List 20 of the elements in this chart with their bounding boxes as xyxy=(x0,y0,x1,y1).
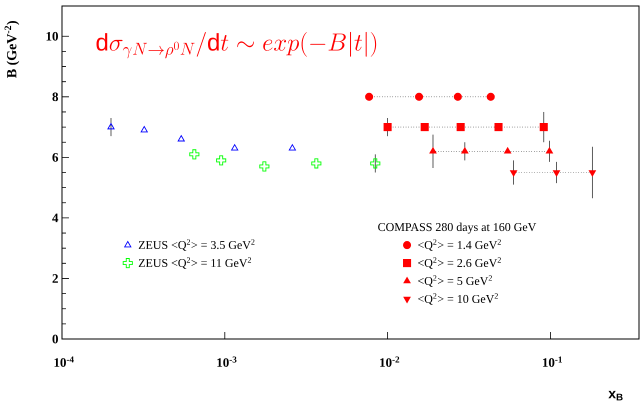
y-tick-label: 8 xyxy=(52,92,58,102)
y-tick-label: 2 xyxy=(52,274,58,283)
x-tick-label: 10$^{-1}$ xyxy=(542,356,562,367)
y-tick-label: 4 xyxy=(52,214,58,222)
legend-title: COMPASS 280 days at 160 GeV xyxy=(378,222,536,234)
legend-label: ZEUS <Q$^{2}$> = 3.5 GeV$^{2}$ xyxy=(138,239,254,251)
x-tick-label: 10$^{-3}$ xyxy=(217,356,236,367)
y-tick-label: 6 xyxy=(52,153,58,162)
x-tick-label: 10$^{-4}$ xyxy=(54,356,74,367)
y-tick-label: 0 xyxy=(52,334,58,344)
legend-label: <Q$^{2}$> = 10 GeV$^{2}$ xyxy=(418,293,498,305)
y-axis-title: B (GeV$^{-2}$) xyxy=(4,20,20,78)
x-tick-label: 10$^{-2}$ xyxy=(380,356,400,367)
y-tick-label: 10 xyxy=(46,32,58,41)
legend-label: <Q$^{2}$> = 2.6 GeV$^{2}$ xyxy=(418,257,501,269)
text: $\mathrm{d}\sigma_{\gamma N\rightarrow\rho^0 N}/\mathrm{d}t\sim exp(-B|t|)$ xyxy=(96,32,376,58)
x-axis-title: x$_{B}$ xyxy=(608,390,623,400)
legend-label: ZEUS <Q$^{2}$> = 11 GeV$^{2}$ xyxy=(138,257,252,269)
legend-label: <Q$^{2}$> = 5 GeV$^{2}$ xyxy=(418,275,492,287)
legend-label: <Q$^{2}$> = 1.4 GeV$^{2}$ xyxy=(418,239,501,251)
